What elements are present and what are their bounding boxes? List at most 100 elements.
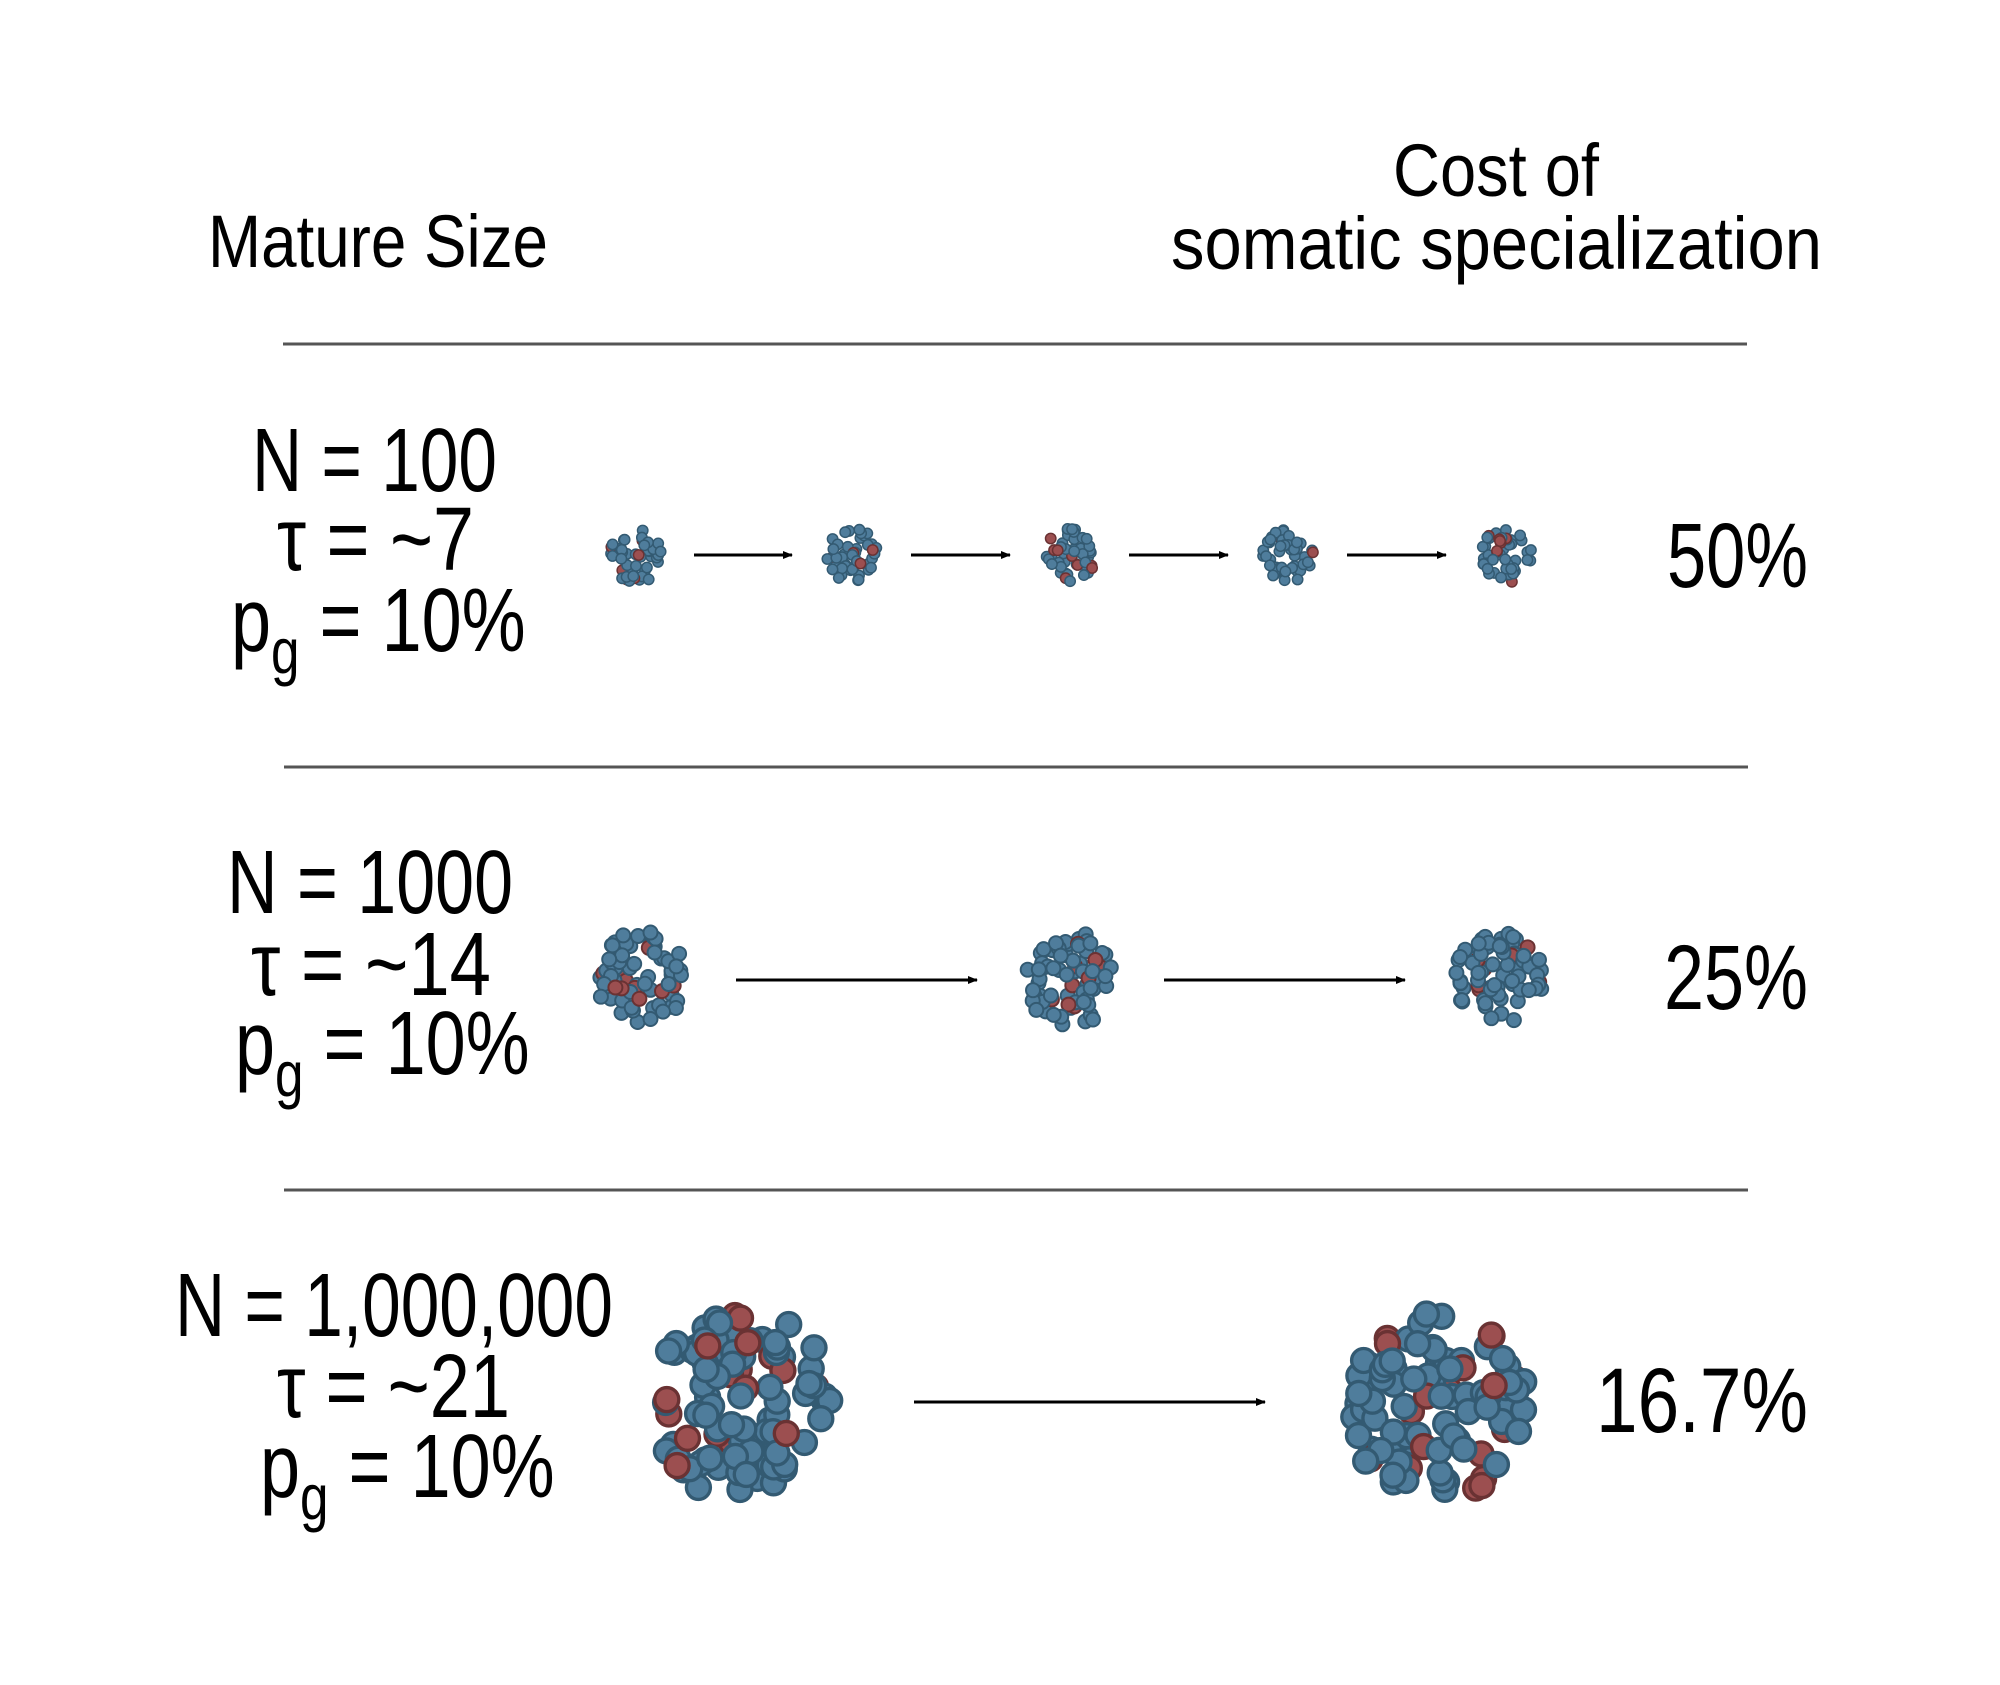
somatic-cell — [601, 951, 618, 968]
somatic-cell — [1378, 1347, 1406, 1375]
somatic-cell — [1390, 1392, 1418, 1421]
somatic-cell — [1521, 554, 1534, 566]
somatic-cell — [1080, 532, 1093, 545]
cell-cluster — [651, 1301, 844, 1504]
somatic-cell — [1436, 1355, 1464, 1383]
cell-cluster — [605, 524, 667, 587]
header-cost-line1: Cost of — [1393, 129, 1599, 212]
somatic-cell — [832, 571, 845, 584]
somatic-cell — [717, 1411, 746, 1439]
somatic-cell — [1068, 545, 1081, 558]
somatic-cell — [1504, 1417, 1533, 1446]
somatic-cell — [646, 944, 663, 961]
somatic-cell — [807, 1405, 835, 1433]
somatic-cell — [1486, 553, 1499, 566]
tau-value: τ = ~21 — [277, 1337, 510, 1437]
cell-cluster — [1040, 522, 1099, 588]
somatic-cell — [1345, 1379, 1373, 1408]
somatic-cell — [1484, 956, 1501, 973]
somatic-cell — [1481, 531, 1494, 544]
germ-cell — [1086, 562, 1099, 574]
somatic-cell — [1486, 977, 1503, 994]
germ-cell — [663, 1451, 691, 1480]
row-n1000000: N = 1,000,000 τ = ~21 pg = 10% 16.7% — [175, 1256, 1808, 1533]
mature-size-n: N = 1,000,000 — [175, 1256, 613, 1356]
somatic-cell — [1520, 982, 1537, 999]
cell-cluster — [1257, 524, 1319, 587]
somatic-cell — [1035, 941, 1052, 958]
somatic-cell — [626, 955, 643, 972]
somatic-cell — [1085, 1011, 1101, 1028]
somatic-cell — [1427, 1382, 1455, 1410]
somatic-cell — [668, 958, 685, 975]
somatic-cell — [1531, 951, 1547, 968]
somatic-cell — [1379, 1461, 1407, 1489]
germ-cell — [607, 979, 624, 996]
somatic-cell — [836, 562, 848, 575]
somatic-cell — [654, 545, 667, 558]
somatic-cell — [1064, 575, 1077, 588]
somatic-cell — [1045, 558, 1058, 571]
somatic-cell — [826, 563, 839, 576]
somatic-cell — [692, 1355, 720, 1384]
somatic-cell — [630, 559, 642, 572]
somatic-cell — [654, 1337, 683, 1365]
germ-cell — [1477, 1321, 1505, 1349]
germ-cell — [632, 549, 645, 561]
germ-cell — [694, 1332, 722, 1360]
somatic-cell — [642, 924, 659, 941]
somatic-cell — [1403, 1330, 1432, 1358]
tau-value: τ = ~14 — [251, 915, 491, 1015]
somatic-cell — [615, 552, 628, 565]
somatic-cell — [1426, 1459, 1454, 1487]
somatic-cell — [1505, 929, 1522, 945]
cell-cluster — [1448, 925, 1550, 1029]
somatic-cell — [1515, 947, 1532, 964]
somatic-cell — [1264, 533, 1277, 546]
somatic-cell — [592, 988, 609, 1005]
header-cost-line2: somatic specialization — [1171, 202, 1822, 285]
somatic-cell — [1352, 1447, 1380, 1475]
row-n100: N = 100 τ = ~7 pg = 10% 50% — [231, 411, 1808, 687]
somatic-cell — [1291, 573, 1304, 586]
somatic-cell — [1495, 571, 1507, 584]
somatic-cell — [692, 1401, 720, 1429]
germ-cell — [1060, 996, 1077, 1013]
somatic-cell — [1045, 960, 1062, 977]
somatic-cell — [1097, 968, 1114, 985]
somatic-cell — [1274, 540, 1287, 553]
germ-cell — [1468, 1471, 1496, 1500]
somatic-cell — [1052, 947, 1069, 964]
germ-cell — [854, 557, 867, 570]
germ-cell — [734, 1329, 762, 1357]
somatic-cell — [1482, 1450, 1511, 1479]
somatic-cell — [640, 561, 653, 574]
header-mature-size: Mature Size — [208, 200, 548, 283]
mature-size-n: N = 1000 — [227, 833, 513, 933]
cost-value: 50% — [1667, 505, 1808, 607]
somatic-cell — [1505, 1012, 1522, 1029]
somatic-cell — [800, 1334, 828, 1362]
somatic-cell — [1524, 544, 1537, 557]
germ-fraction: pg = 10% — [235, 993, 530, 1110]
somatic-cell — [604, 937, 621, 954]
somatic-cell — [1344, 1421, 1373, 1450]
somatic-cell — [1481, 562, 1494, 575]
cell-cluster — [821, 523, 883, 587]
somatic-cell — [839, 526, 852, 539]
somatic-cell — [756, 1373, 784, 1401]
cell-cluster — [1340, 1300, 1538, 1503]
somatic-cell — [1084, 963, 1101, 980]
somatic-cell — [1504, 973, 1521, 989]
somatic-cell — [618, 533, 631, 546]
somatic-cell — [636, 975, 653, 992]
cost-value: 16.7% — [1596, 1350, 1808, 1452]
somatic-cell — [1412, 1300, 1441, 1328]
germ-cell — [631, 990, 648, 1007]
germ-cell — [653, 1385, 681, 1414]
somatic-cell — [1488, 1344, 1517, 1373]
somatic-cell — [1082, 935, 1099, 952]
somatic-cell — [1450, 1435, 1478, 1463]
germ-cell — [1051, 544, 1064, 557]
somatic-cell — [1505, 563, 1518, 575]
